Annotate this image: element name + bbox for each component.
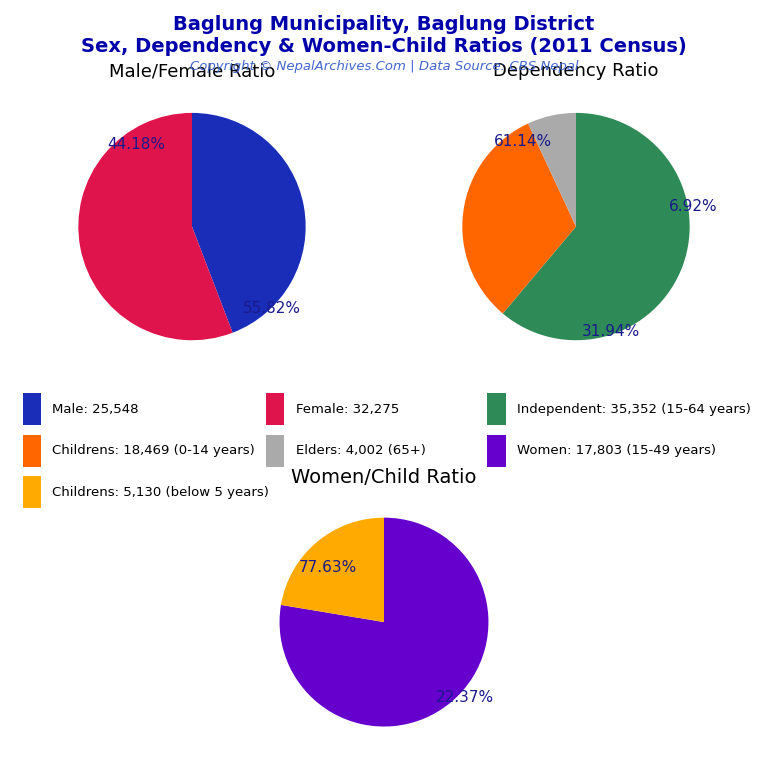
Title: Women/Child Ratio: Women/Child Ratio [291,468,477,487]
Text: 6.92%: 6.92% [669,199,718,214]
Text: 22.37%: 22.37% [436,690,495,705]
Text: 61.14%: 61.14% [494,134,552,149]
Bar [487,435,505,467]
Bar [23,476,41,508]
Text: 31.94%: 31.94% [581,323,640,339]
Text: 55.82%: 55.82% [243,301,301,316]
Wedge shape [280,518,488,727]
Text: 44.18%: 44.18% [107,137,165,152]
Wedge shape [192,113,306,333]
Text: Women: 17,803 (15-49 years): Women: 17,803 (15-49 years) [517,445,716,457]
Wedge shape [503,113,690,340]
Text: Male: 25,548: Male: 25,548 [52,403,139,415]
Wedge shape [528,113,576,227]
Title: Male/Female Ratio: Male/Female Ratio [109,62,275,80]
Title: Dependency Ratio: Dependency Ratio [493,62,659,80]
Wedge shape [281,518,384,622]
Text: Childrens: 18,469 (0-14 years): Childrens: 18,469 (0-14 years) [52,445,255,457]
Wedge shape [462,124,576,313]
Bar [23,435,41,467]
Text: Baglung Municipality, Baglung District: Baglung Municipality, Baglung District [174,15,594,35]
Text: Female: 32,275: Female: 32,275 [296,403,399,415]
Text: Childrens: 5,130 (below 5 years): Childrens: 5,130 (below 5 years) [52,486,269,498]
Bar [266,393,284,425]
Bar [23,393,41,425]
Text: Sex, Dependency & Women-Child Ratios (2011 Census): Sex, Dependency & Women-Child Ratios (20… [81,37,687,56]
Bar [266,435,284,467]
Text: Independent: 35,352 (15-64 years): Independent: 35,352 (15-64 years) [517,403,750,415]
Bar [487,393,505,425]
Text: 77.63%: 77.63% [298,561,356,575]
Text: Copyright © NepalArchives.Com | Data Source: CBS Nepal: Copyright © NepalArchives.Com | Data Sou… [190,60,578,73]
Wedge shape [78,113,233,340]
Text: Elders: 4,002 (65+): Elders: 4,002 (65+) [296,445,425,457]
